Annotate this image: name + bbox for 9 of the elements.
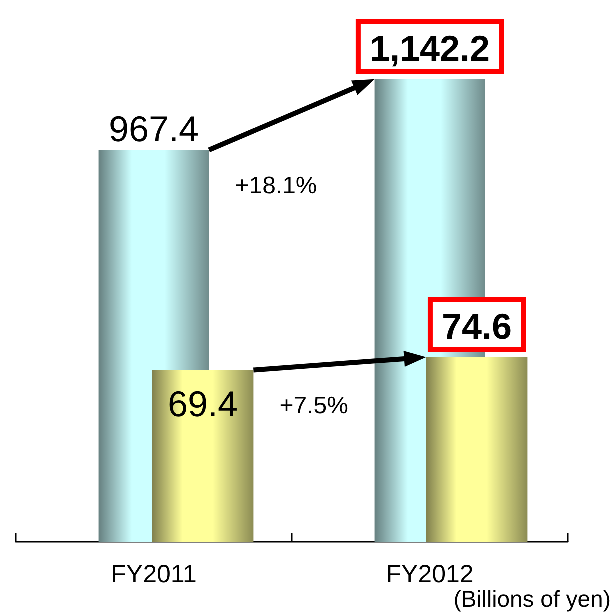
x-tick-label: FY2011 <box>111 560 197 588</box>
data-label: 74.6 <box>442 306 512 347</box>
annotation: +18.1% <box>235 172 318 200</box>
x-tick-label: FY2012 <box>386 560 474 588</box>
data-label: 1,142.2 <box>370 28 490 69</box>
annotation: +7.5% <box>280 392 348 420</box>
data-label: 69.4 <box>168 384 238 425</box>
text: (Billions of yen) <box>454 586 611 612</box>
data-label: 967.4 <box>108 108 200 150</box>
